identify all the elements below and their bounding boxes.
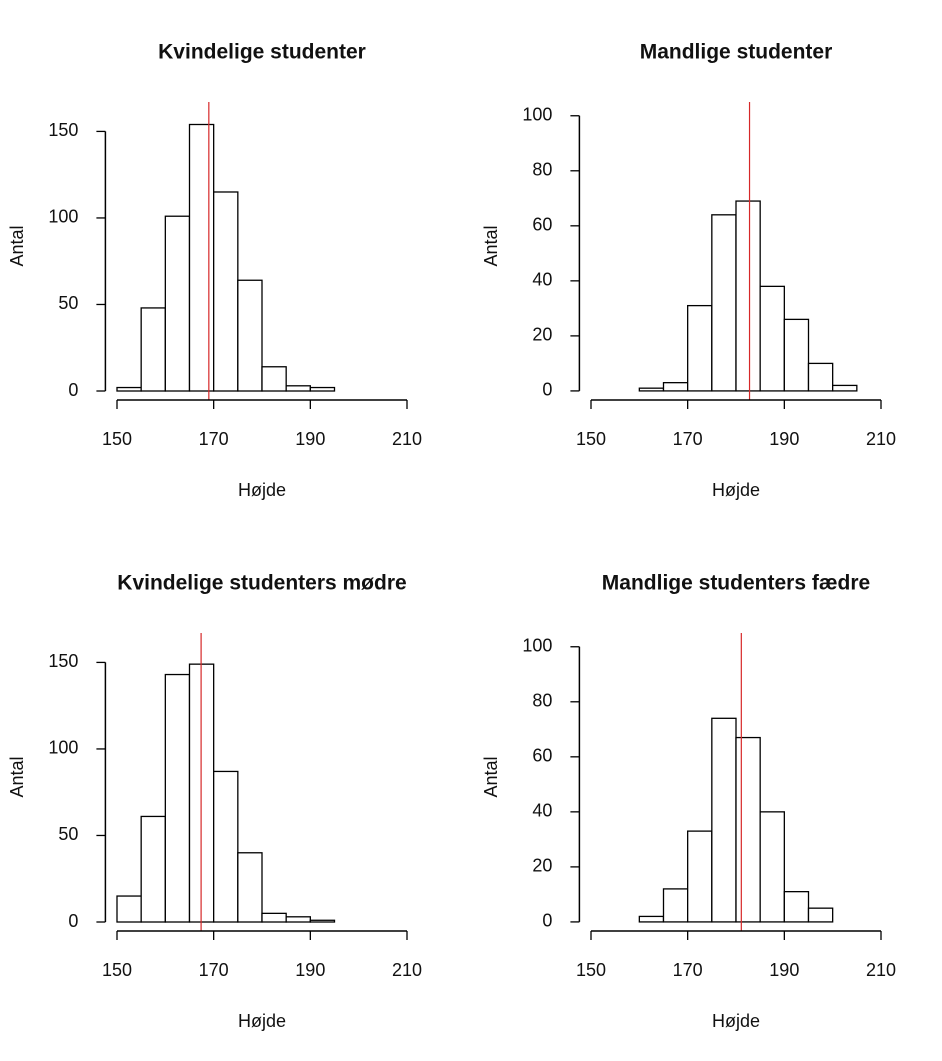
bar <box>687 304 713 392</box>
x-tick-label: 190 <box>295 429 325 449</box>
y-tick-label: 100 <box>48 738 78 758</box>
x-tick-label: 170 <box>199 960 229 980</box>
x-tick-label: 210 <box>392 429 422 449</box>
bar <box>116 895 142 923</box>
y-tick-label: 100 <box>522 636 552 656</box>
y-tick-label: 0 <box>68 911 78 931</box>
bar <box>213 770 239 923</box>
y-tick-label: 150 <box>48 651 78 671</box>
bar <box>638 915 665 923</box>
y-tick-label: 60 <box>532 215 552 235</box>
panel: Kvindelige studenters mødre Højde Antal 150… <box>7 572 422 1031</box>
y-tick-label: 40 <box>532 270 552 290</box>
bar <box>807 907 834 923</box>
chart-title: Kvindelige studenters mødre <box>117 572 406 595</box>
y-tick-label: 50 <box>58 824 78 844</box>
bar <box>164 673 191 923</box>
bar <box>662 888 689 923</box>
panel: Mandlige studenter Højde Antal 150 170 190 210… <box>481 41 896 500</box>
x-axis-label: Højde <box>712 1011 760 1031</box>
bar <box>832 384 858 392</box>
chart-title: Mandlige studenter <box>640 41 833 64</box>
bar <box>687 830 713 923</box>
chart-title: Mandlige studenters fædre <box>602 572 870 595</box>
x-tick-label: 150 <box>576 429 606 449</box>
y-tick-label: 0 <box>68 380 78 400</box>
bar <box>116 386 142 392</box>
bar <box>309 919 336 923</box>
panel: Kvindelige studenter Højde Antal 150 170 190 2… <box>7 41 422 500</box>
panel: Mandlige studenters fædre Højde Antal 150 17… <box>481 572 896 1031</box>
bar <box>759 285 785 392</box>
bar <box>140 307 166 392</box>
bar <box>759 811 785 923</box>
x-axis-label: Højde <box>712 480 760 500</box>
bar <box>807 362 834 392</box>
y-tick-label: 100 <box>522 105 552 125</box>
y-tick-label: 80 <box>532 691 552 711</box>
x-tick-label: 150 <box>102 960 132 980</box>
y-tick-label: 100 <box>48 207 78 227</box>
x-tick-label: 170 <box>673 960 703 980</box>
bar <box>261 912 287 923</box>
y-tick-label: 150 <box>48 120 78 140</box>
bar <box>261 366 287 392</box>
chart-title: Kvindelige studenter <box>158 41 366 64</box>
bar <box>662 382 689 392</box>
bar <box>188 123 215 392</box>
y-tick-label: 80 <box>532 160 552 180</box>
x-axis-label: Højde <box>238 480 286 500</box>
bar <box>285 916 311 923</box>
bar <box>735 200 761 392</box>
bar <box>237 279 263 392</box>
bar <box>285 385 311 392</box>
bar <box>213 191 239 392</box>
x-tick-label: 210 <box>392 960 422 980</box>
x-tick-label: 210 <box>866 960 896 980</box>
y-axis-label: Antal <box>7 225 27 266</box>
bar <box>164 215 191 392</box>
bar <box>783 891 810 923</box>
x-tick-label: 190 <box>769 960 799 980</box>
bar <box>735 736 761 923</box>
y-tick-label: 0 <box>542 380 552 400</box>
bar <box>711 214 737 392</box>
bar <box>783 318 810 392</box>
x-tick-label: 210 <box>866 429 896 449</box>
x-tick-label: 170 <box>199 429 229 449</box>
y-tick-label: 50 <box>58 293 78 313</box>
x-tick-label: 150 <box>102 429 132 449</box>
y-tick-label: 0 <box>542 911 552 931</box>
y-tick-label: 40 <box>532 801 552 821</box>
bar <box>309 386 336 392</box>
y-tick-label: 20 <box>532 325 552 345</box>
bar <box>711 717 737 923</box>
x-tick-label: 190 <box>295 960 325 980</box>
y-axis-label: Antal <box>7 756 27 797</box>
y-axis-label: Antal <box>481 756 501 797</box>
y-axis-label: Antal <box>481 225 501 266</box>
y-tick-label: 20 <box>532 856 552 876</box>
bar <box>638 387 665 392</box>
x-tick-label: 190 <box>769 429 799 449</box>
y-tick-label: 60 <box>532 746 552 766</box>
bar <box>140 815 166 923</box>
x-tick-label: 150 <box>576 960 606 980</box>
x-tick-label: 170 <box>673 429 703 449</box>
x-axis-label: Højde <box>238 1011 286 1031</box>
bar <box>237 852 263 923</box>
